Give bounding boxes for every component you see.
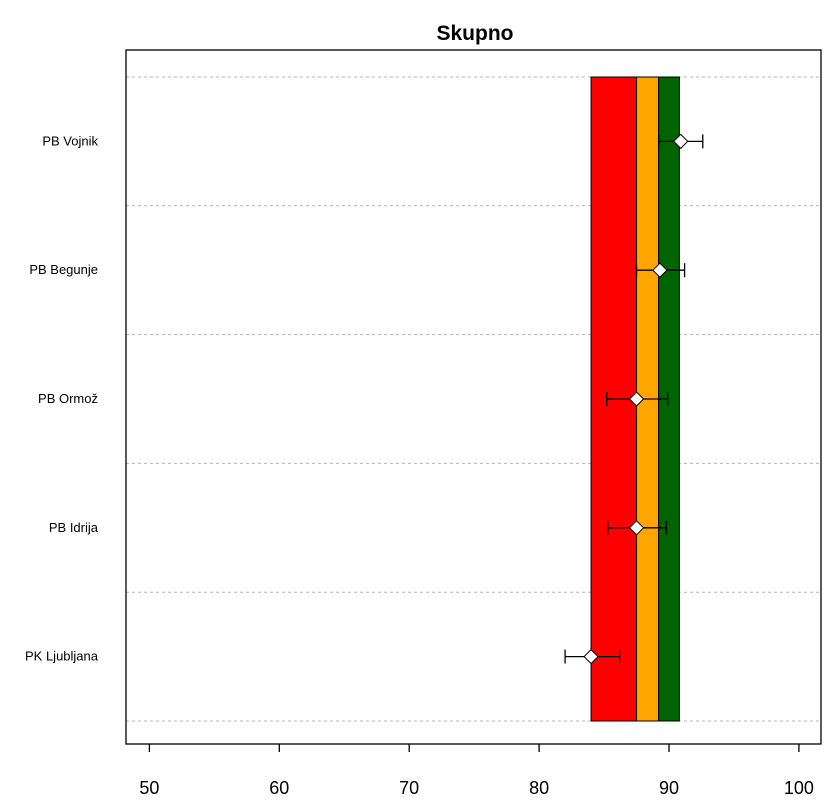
x-tick-label: 100: [784, 778, 814, 798]
data-point-marker: [583, 648, 599, 665]
category-label: PB Begunje: [29, 262, 98, 277]
x-tick-label: 80: [529, 778, 549, 798]
data-point-marker: [672, 133, 689, 150]
data-point-marker: [628, 520, 645, 536]
data-point-marker: [652, 262, 668, 278]
category-label: PK Ljubljana: [25, 649, 99, 664]
x-tick-label: 50: [139, 778, 159, 798]
data-point-marker: [628, 391, 645, 407]
category-label: PB Idrija: [49, 520, 99, 535]
chart-title: Skupno: [437, 22, 514, 45]
category-label: PB Vojnik: [42, 133, 98, 148]
x-tick-label: 70: [399, 778, 419, 798]
x-tick-label: 60: [269, 778, 289, 798]
plot-area: PB Vojnik PB Begunje PB Ormož PB Idrija PK L…: [25, 49, 822, 798]
x-tick-label: 90: [659, 778, 679, 798]
plot-box: [125, 49, 822, 745]
category-label: PB Ormož: [38, 391, 98, 406]
